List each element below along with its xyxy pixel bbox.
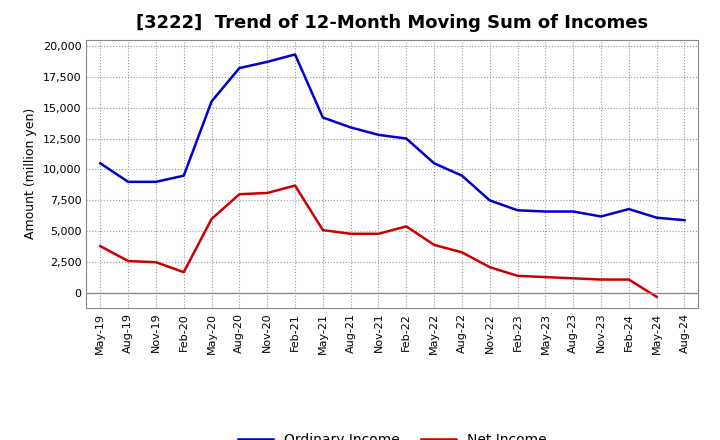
- Net Income: [124, 258, 132, 264]
- Ordinary Income: [458, 173, 467, 178]
- Ordinary Income: [485, 198, 494, 203]
- Net Income: [179, 269, 188, 275]
- Ordinary Income: [263, 59, 271, 65]
- Ordinary Income: [152, 179, 161, 184]
- Net Income: [402, 224, 410, 229]
- Net Income: [207, 216, 216, 222]
- Ordinary Income: [680, 217, 689, 223]
- Ordinary Income: [402, 136, 410, 141]
- Net Income: [318, 227, 327, 233]
- Ordinary Income: [597, 214, 606, 219]
- Net Income: [458, 250, 467, 255]
- Ordinary Income: [652, 215, 661, 220]
- Net Income: [291, 183, 300, 188]
- Net Income: [569, 276, 577, 281]
- Net Income: [346, 231, 355, 236]
- Net Income: [430, 242, 438, 248]
- Net Income: [374, 231, 383, 236]
- Ordinary Income: [374, 132, 383, 137]
- Ordinary Income: [318, 115, 327, 120]
- Net Income: [235, 191, 243, 197]
- Net Income: [513, 273, 522, 279]
- Line: Net Income: Net Income: [100, 186, 657, 297]
- Ordinary Income: [624, 206, 633, 212]
- Ordinary Income: [541, 209, 550, 214]
- Net Income: [624, 277, 633, 282]
- Ordinary Income: [179, 173, 188, 178]
- Ordinary Income: [96, 161, 104, 166]
- Ordinary Income: [346, 125, 355, 130]
- Title: [3222]  Trend of 12-Month Moving Sum of Incomes: [3222] Trend of 12-Month Moving Sum of I…: [136, 15, 649, 33]
- Ordinary Income: [124, 179, 132, 184]
- Ordinary Income: [207, 99, 216, 104]
- Ordinary Income: [430, 161, 438, 166]
- Net Income: [263, 191, 271, 196]
- Net Income: [152, 260, 161, 265]
- Ordinary Income: [235, 66, 243, 71]
- Y-axis label: Amount (million yen): Amount (million yen): [24, 108, 37, 239]
- Net Income: [597, 277, 606, 282]
- Net Income: [541, 275, 550, 280]
- Line: Ordinary Income: Ordinary Income: [100, 55, 685, 220]
- Net Income: [652, 294, 661, 300]
- Ordinary Income: [513, 208, 522, 213]
- Net Income: [485, 264, 494, 270]
- Ordinary Income: [569, 209, 577, 214]
- Legend: Ordinary Income, Net Income: Ordinary Income, Net Income: [233, 428, 552, 440]
- Ordinary Income: [291, 52, 300, 57]
- Net Income: [96, 243, 104, 249]
